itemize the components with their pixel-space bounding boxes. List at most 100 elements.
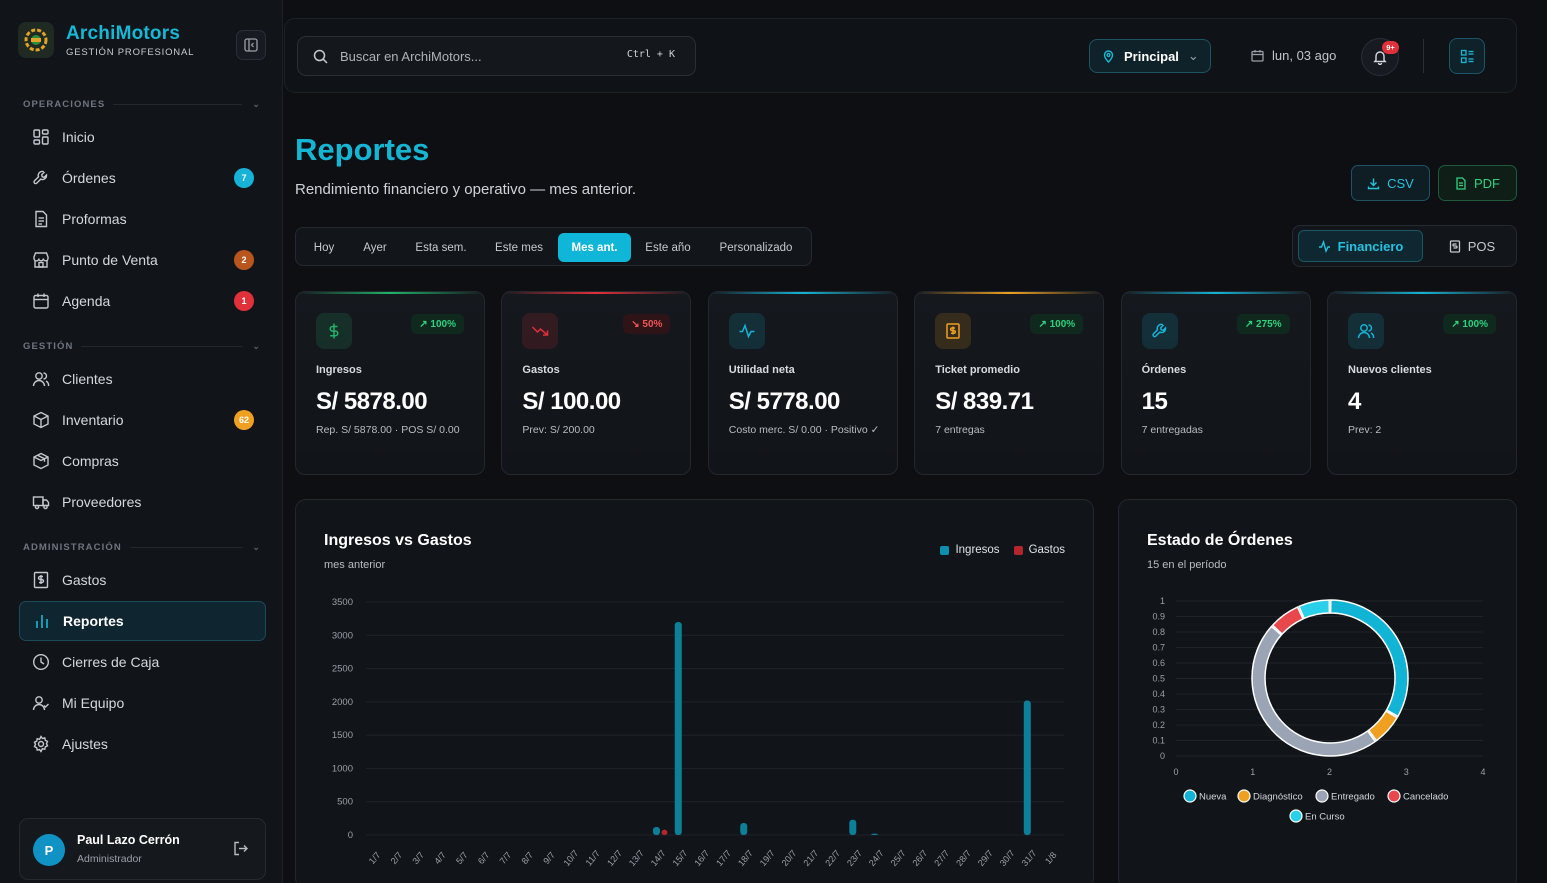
y-tick-label: 0 [348,830,353,841]
slice-diagnostico[interactable] [1367,710,1399,742]
legend-swatch-gastos [1013,545,1023,555]
x-tick-label: 4 [1480,767,1485,777]
x-tick-label: 23/7 [845,848,864,868]
bar-ingresos-23-7[interactable] [849,819,857,835]
sidebar-item-inventario[interactable]: Inventario 62 [19,400,266,440]
gear-icon [31,734,51,754]
wrench-icon [1141,313,1178,349]
kpi-change-badge: ↗ 100% [1443,314,1496,334]
tab-mes-anterior[interactable]: Mes ant. [558,233,631,262]
legend-label[interactable]: Nueva [1199,792,1227,803]
slice-nueva[interactable] [1329,599,1409,718]
kpi-accent-line [296,292,484,294]
sidebar-item-label: Reportes [63,613,124,629]
tab-hoy[interactable]: Hoy [313,241,335,254]
file-icon [1456,176,1466,190]
brand-subtitle: GESTIÓN PROFESIONAL [66,46,195,58]
kpi-change-badge: ↗ 100% [1030,314,1084,334]
avatar: P [33,834,65,866]
notifications-button[interactable]: 9+ [1361,38,1399,76]
section-gestion[interactable]: GESTIÓN ⌄ [23,341,261,352]
kpi-card-gastos: ↘ 50% Gastos S/ 100.00 Prev: S/ 200.00 [501,291,692,475]
x-tick-label: 24/7 [867,848,886,868]
kpi-label: Órdenes [1141,364,1187,376]
tab-pos[interactable]: POS [1433,230,1511,262]
x-tick-label: 1/7 [367,850,383,866]
bar-ingresos-24-7[interactable] [871,833,879,835]
receipt-icon [935,313,972,349]
slice-entregado[interactable] [1251,625,1377,757]
sidebar-item-ajustes[interactable]: Ajustes [19,724,266,764]
bell-icon [1373,51,1387,65]
y-tick-label: 500 [337,797,353,808]
current-date: lun, 03 ago [1251,48,1336,63]
sidebar-item-proveedores[interactable]: Proveedores [19,482,266,522]
y-tick-label: 2000 [332,697,353,708]
kpi-card-utilidad-neta: Utilidad neta S/ 5778.00 Costo merc. S/ 0.… [707,291,898,475]
sidebar-item-agenda[interactable]: Agenda 1 [19,281,266,321]
x-tick-label: 18/7 [736,848,755,868]
kpi-footnote: Rep. S/ 5878.00 · POS S/ 0.00 [316,424,460,436]
x-tick-label: 27/7 [932,848,951,868]
y-tick-label: 2500 [332,664,353,675]
layout-toggle-button[interactable] [1449,38,1485,74]
branch-selector[interactable]: Principal ⌄ [1089,39,1211,73]
slice-cancelado[interactable] [1271,606,1304,636]
sidebar-item-reportes[interactable]: Reportes [19,601,266,641]
section-operaciones[interactable]: OPERACIONES ⌄ [23,99,261,110]
section-administracion[interactable]: ADMINISTRACIÓN ⌄ [23,542,261,553]
tab-esta-semana[interactable]: Esta sem. [415,241,467,254]
collapse-sidebar-button[interactable] [236,30,266,60]
tab-financiero[interactable]: Financiero [1298,230,1423,262]
brand-title: ArchiMotors [66,22,181,44]
sidebar-item-clientes[interactable]: Clientes [19,359,266,399]
kpi-card-ingresos: ↗ 100% Ingresos S/ 5878.00 Rep. S/ 5878.00 … [295,291,485,475]
y-tick-label: 0.9 [1152,612,1165,622]
y-tick-label: 0.6 [1152,658,1165,668]
x-tick-label: 1/8 [1043,850,1059,866]
export-csv-button[interactable]: CSV [1351,165,1430,201]
slice-en-curso[interactable] [1298,599,1331,620]
bar-gastos-14-7[interactable] [661,829,668,835]
sidebar-item-ordenes[interactable]: Órdenes 7 [19,158,266,198]
legend-label[interactable]: En Curso [1305,812,1345,823]
logout-button[interactable] [232,840,249,862]
x-tick-label: 9/7 [541,850,557,866]
search-input[interactable]: Buscar en ArchiMotors... Ctrl + K [297,36,696,76]
tab-personalizado[interactable]: Personalizado [719,241,793,254]
sidebar-item-inicio[interactable]: Inicio [19,117,266,157]
legend-label[interactable]: Cancelado [1403,792,1448,803]
tab-este-mes[interactable]: Este mes [495,241,543,254]
bar-ingresos-31-7[interactable] [1023,700,1031,835]
x-tick-label: 19/7 [758,848,777,868]
activity-icon [1318,239,1330,253]
bar-ingresos-18-7[interactable] [740,823,748,835]
sidebar-item-cierres-de-caja[interactable]: Cierres de Caja [19,642,266,682]
bar-ingresos-15-7[interactable] [674,621,682,835]
sidebar-item-compras[interactable]: Compras [19,441,266,481]
kpi-card-ticket-promedio: ↗ 100% Ticket promedio S/ 839.71 7 entregas [914,291,1105,475]
chart-legend: Ingresos Gastos [940,544,1065,556]
chart-title: Estado de Órdenes [1147,532,1293,549]
bar-chart: 0 500 1000 1500 2000 2500 3000 3500 1/7 2/7 3/7 4/7… [332,597,1064,868]
sidebar-item-gastos[interactable]: Gastos [19,560,266,600]
legend-label[interactable]: Diagnóstico [1253,792,1303,803]
x-tick-label: 12/7 [605,848,624,868]
box-icon [31,410,51,430]
brand[interactable]: ArchiMotors GESTIÓN PROFESIONAL [18,22,194,58]
user-card[interactable]: P Paul Lazo Cerrón Administrador [19,818,266,880]
export-pdf-button[interactable]: PDF [1438,165,1517,201]
y-tick-label: 0.4 [1152,689,1165,699]
kpi-label: Ticket promedio [935,364,1020,376]
sidebar-item-mi-equipo[interactable]: Mi Equipo [19,683,266,723]
sidebar-item-punto-de-venta[interactable]: Punto de Venta 2 [19,240,266,280]
kpi-footnote: Costo merc. S/ 0.00 · Positivo ✓ [728,424,880,436]
bar-ingresos-14-7[interactable] [652,827,660,835]
tab-ayer[interactable]: Ayer [363,241,387,254]
legend-label[interactable]: Entregado [1331,792,1375,803]
clock-icon [31,652,51,672]
tab-este-ano[interactable]: Este año [645,241,691,254]
activity-icon [728,313,765,349]
sidebar-item-proformas[interactable]: Proformas [19,199,266,239]
legend-dot [1183,789,1197,803]
